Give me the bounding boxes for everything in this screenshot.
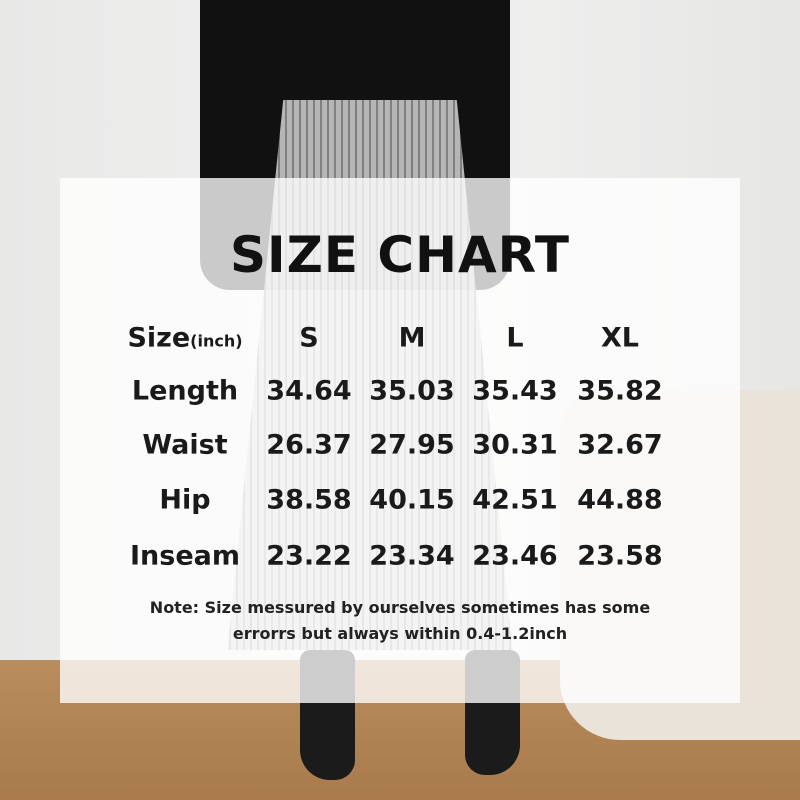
row-label: Inseam: [129, 540, 240, 572]
note: Note: Size messured by ourselves sometim…: [80, 595, 720, 647]
chart-title: SIZE CHART: [229, 226, 571, 284]
size-chart-panel: [60, 178, 740, 703]
table-cell: 35.82: [577, 375, 663, 407]
row-label: Length: [131, 375, 239, 407]
header-size: L: [506, 322, 524, 354]
table-cell: 32.67: [577, 429, 663, 461]
table-cell: 35.43: [472, 375, 558, 407]
table-cell: 27.95: [369, 429, 455, 461]
table-cell: 34.64: [266, 375, 352, 407]
table-cell: 23.46: [472, 540, 558, 572]
table-cell: 30.31: [472, 429, 558, 461]
header-size: XL: [600, 322, 640, 354]
table-cell: 40.15: [369, 484, 455, 516]
table-cell: 38.58: [266, 484, 352, 516]
note-line: Note: Size messured by ourselves sometim…: [149, 598, 651, 617]
size-label: Size: [127, 322, 191, 354]
row-label: Waist: [142, 429, 228, 461]
table-cell: 23.22: [266, 540, 352, 572]
row-label: Hip: [159, 484, 211, 516]
header-size: S: [299, 322, 319, 354]
header-size-label: Size(inch): [105, 323, 265, 354]
table-cell: 26.37: [266, 429, 352, 461]
table-cell: 42.51: [472, 484, 558, 516]
table-cell: 23.58: [577, 540, 663, 572]
header-size: M: [398, 322, 426, 354]
table-cell: 44.88: [577, 484, 663, 516]
unit-label: (inch): [190, 331, 243, 351]
table-cell: 35.03: [369, 375, 455, 407]
note-line: errorrs but always within 0.4-1.2inch: [232, 624, 568, 643]
table-cell: 23.34: [369, 540, 455, 572]
